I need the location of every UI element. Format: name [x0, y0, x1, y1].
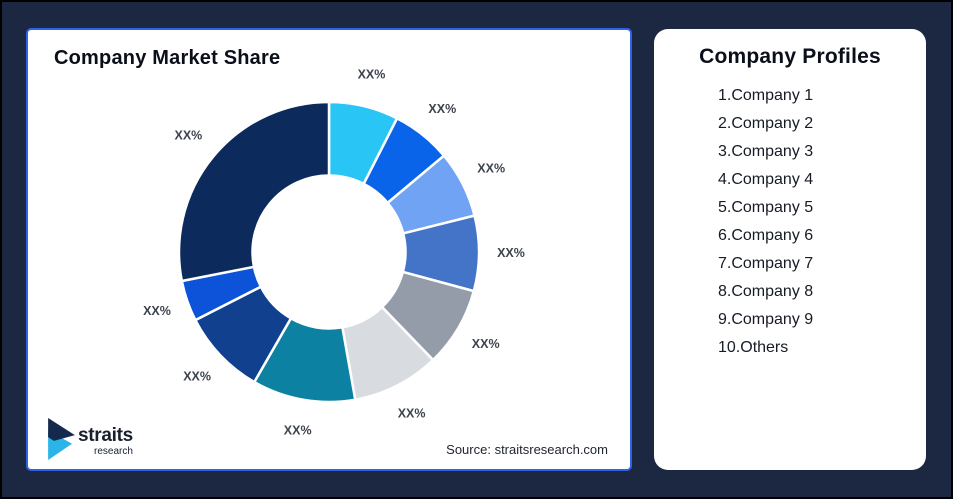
profiles-title: Company Profiles [699, 45, 881, 68]
logo-subtext: research [94, 446, 133, 457]
company-list-item: 3.Company 3 [718, 143, 814, 160]
company-list-item: 6.Company 6 [718, 227, 814, 244]
slice-percent-label: XX% [143, 304, 171, 318]
slice-percent-label: XX% [358, 67, 386, 81]
slice-percent-label: XX% [497, 246, 525, 260]
company-list-item: 2.Company 2 [718, 115, 814, 132]
company-list-item: 4.Company 4 [718, 171, 814, 188]
company-list-item: 9.Company 9 [718, 311, 814, 328]
market-share-card: XX% XX% XX% XX% XX% XX% XX% XX% XX% XX% Company M… [26, 28, 632, 471]
chart-title: Company Market Share [54, 47, 281, 69]
slice-percent-label: XX% [284, 424, 312, 438]
logo-wordmark: straits research [78, 426, 133, 457]
company-list: 1.Company 1 2.Company 2 3.Company 3 4.Compa… [654, 82, 926, 362]
donut-slice-10 [177, 100, 331, 283]
slice-percent-label: XX% [472, 337, 500, 351]
straits-arrow-icon [48, 418, 75, 460]
company-profiles-card: Company Profiles 1.Company 1 2.Company 2 3… [654, 29, 926, 470]
slice-percent-label: XX% [183, 370, 211, 384]
company-list-item: 8.Company 8 [718, 283, 814, 300]
company-list-item: 7.Company 7 [718, 255, 814, 272]
source-text: Source: straitsresearch.com [446, 442, 608, 457]
slice-percent-label: XX% [477, 162, 505, 176]
slice-percent-label: XX% [175, 129, 203, 143]
slice-percent-label: XX% [428, 102, 456, 116]
donut-chart: XX% XX% XX% XX% XX% XX% XX% XX% XX% XX% [143, 67, 525, 438]
logo-name: straits [78, 425, 133, 446]
company-list-item: 10.Others [718, 339, 789, 356]
slice-percent-label: XX% [398, 406, 426, 420]
straits-logo: straits research [48, 418, 133, 460]
company-list-item: 5.Company 5 [718, 199, 814, 216]
company-list-item: 1.Company 1 [718, 87, 814, 104]
